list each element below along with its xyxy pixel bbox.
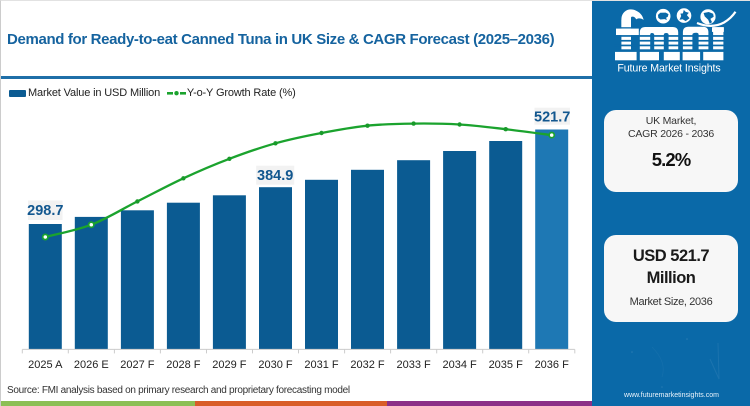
svg-text:2025 A: 2025 A	[28, 359, 63, 371]
svg-text:2033 F: 2033 F	[396, 359, 431, 371]
svg-text:2034 F: 2034 F	[442, 359, 477, 371]
svg-text:384.9: 384.9	[257, 168, 293, 184]
svg-text:2036 F: 2036 F	[535, 359, 570, 371]
svg-text:2029 F: 2029 F	[212, 359, 247, 371]
svg-text:2031 F: 2031 F	[304, 359, 339, 371]
svg-text:2035 F: 2035 F	[489, 359, 524, 371]
svg-text:Future Market Insights: Future Market Insights	[617, 63, 720, 75]
svg-text:2028 F: 2028 F	[166, 359, 201, 371]
svg-text:2027 F: 2027 F	[120, 359, 155, 371]
svg-text:521.7: 521.7	[534, 109, 570, 125]
svg-text:298.7: 298.7	[27, 203, 63, 219]
svg-text:2030 F: 2030 F	[258, 359, 293, 371]
svg-text:2032 F: 2032 F	[350, 359, 385, 371]
svg-text:2026 E: 2026 E	[74, 359, 109, 371]
